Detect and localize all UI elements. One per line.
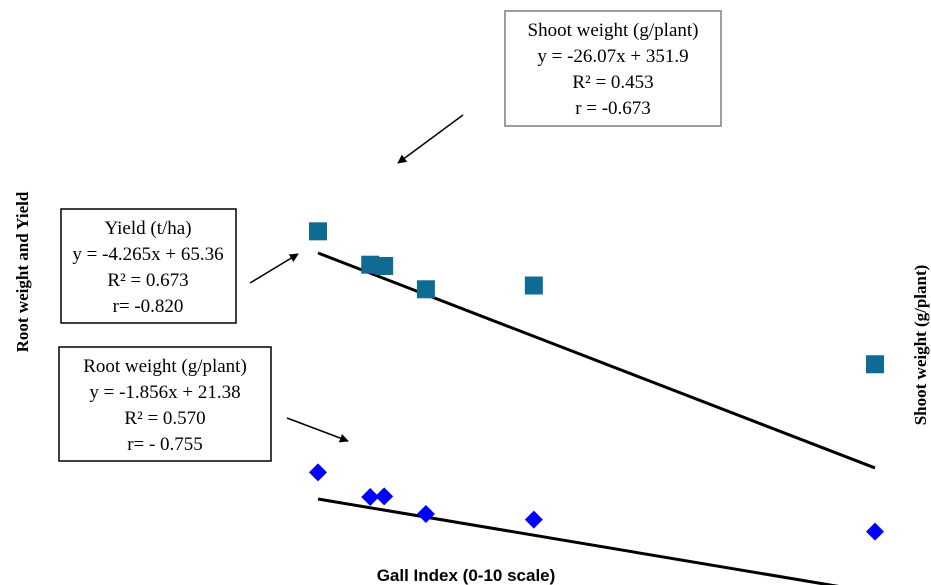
yield-point xyxy=(309,222,327,241)
root-equation-box: Root weight (g/plant) y = -1.856x + 21.3… xyxy=(58,346,272,462)
y-axis-label-left: Root weight and Yield xyxy=(13,191,32,352)
yield-point xyxy=(866,355,884,374)
root-equation-r2: R² = 0.570 xyxy=(124,408,205,429)
yield-equation-title: Yield (t/ha) xyxy=(104,218,191,239)
yield-point xyxy=(361,255,380,274)
y-axis-label-right: Shoot weight (g/plant) xyxy=(911,265,930,426)
root-point xyxy=(309,463,327,482)
x-axis-label: Gall Index (0-10 scale) xyxy=(377,566,556,585)
root-equation-frame xyxy=(58,346,272,462)
shoot-equation-title: Shoot weight (g/plant) xyxy=(528,20,699,41)
yield-annotation-arrow xyxy=(249,253,299,284)
yield-equation-formula: y = -4.265x + 65.36 xyxy=(72,244,223,265)
yield-trendline xyxy=(317,251,876,470)
yield-equation-frame xyxy=(60,208,237,324)
root-trendline xyxy=(317,497,840,585)
root-point xyxy=(375,487,394,506)
yield-equation-box: Yield (t/ha) y = -4.265x + 65.36 R² = 0.… xyxy=(60,208,237,324)
root-annotation-arrow xyxy=(286,417,349,443)
yield-equation-r2: R² = 0.673 xyxy=(107,270,188,291)
yield-point xyxy=(416,280,435,299)
yield-series xyxy=(309,222,884,470)
root-point xyxy=(416,504,435,523)
shoot-equation-r: r = -0.673 xyxy=(575,98,651,119)
root-point xyxy=(866,522,884,541)
shoot-annotation-arrow xyxy=(397,114,464,164)
shoot-equation-frame xyxy=(504,10,722,127)
root-series xyxy=(309,463,884,585)
root-point xyxy=(524,510,543,529)
yield-point xyxy=(524,276,543,295)
yield-point xyxy=(375,256,394,275)
yield-equation-r: r= -0.820 xyxy=(113,296,184,317)
shoot-equation-box: Shoot weight (g/plant) y = -26.07x + 351… xyxy=(504,10,722,127)
root-equation-title: Root weight (g/plant) xyxy=(83,356,247,377)
root-equation-r: r= - 0.755 xyxy=(127,434,203,455)
shoot-equation-formula: y = -26.07x + 351.9 xyxy=(537,46,688,67)
shoot-equation-r2: R² = 0.453 xyxy=(572,72,653,93)
root-equation-formula: y = -1.856x + 21.38 xyxy=(89,382,240,403)
root-point xyxy=(361,487,380,506)
